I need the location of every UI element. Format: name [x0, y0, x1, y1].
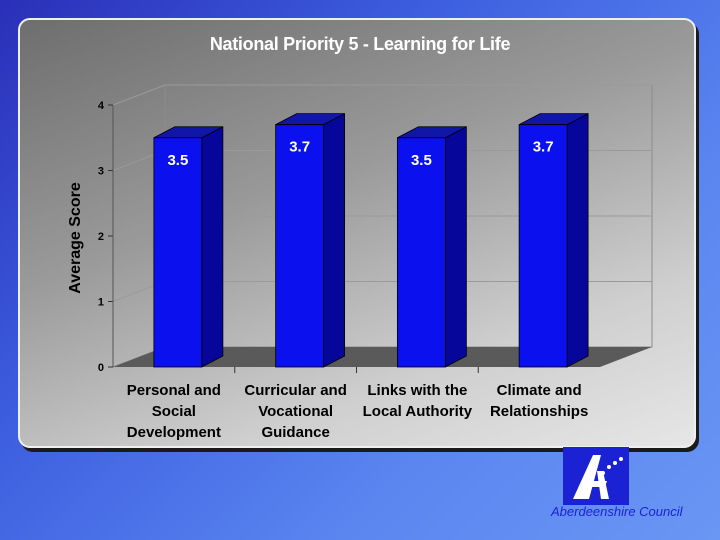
x-category-label: Personal and [127, 382, 221, 399]
gridline [112, 84, 652, 106]
x-category-label: Climate and [497, 382, 582, 399]
x-category-label: Social [152, 403, 196, 420]
x-category-label: Relationships [490, 403, 588, 420]
bar [153, 137, 203, 368]
bar-data-label: 3.7 [289, 139, 310, 156]
x-category-label: Vocational [258, 403, 333, 420]
y-tick-label: 2 [98, 231, 104, 243]
bar-side [444, 126, 467, 368]
bar-data-label: 3.5 [411, 152, 432, 169]
x-category-label: Curricular and [244, 382, 347, 399]
y-tick-label: 3 [98, 166, 104, 178]
logo-text: Aberdeenshire Council [551, 504, 683, 519]
bar-side [566, 112, 589, 368]
aberdeenshire-logo [563, 447, 629, 505]
bar [396, 137, 446, 368]
y-tick-label: 0 [98, 362, 104, 374]
bar-data-label: 3.7 [533, 139, 554, 156]
x-category-label: Local Authority [363, 403, 473, 420]
bar-side [323, 112, 346, 368]
y-tick-label: 4 [98, 100, 105, 112]
y-tick-label: 1 [98, 297, 104, 309]
chart-title: National Priority 5 - Learning for Life [209, 34, 511, 54]
bar [275, 124, 325, 368]
y-axis-label: Average Score [67, 182, 84, 294]
chart-floor [113, 347, 652, 367]
bar-side [201, 126, 224, 368]
x-category-label: Development [127, 424, 221, 441]
x-category-label: Links with the [367, 382, 467, 399]
x-category-label: Guidance [261, 424, 329, 441]
bar [518, 124, 568, 368]
bar-data-label: 3.5 [167, 152, 188, 169]
